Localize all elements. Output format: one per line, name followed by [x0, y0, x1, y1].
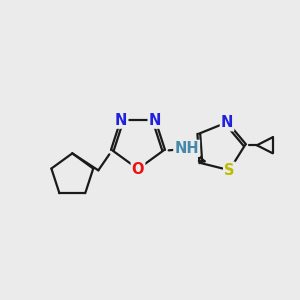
Text: N: N	[115, 113, 127, 128]
Text: O: O	[132, 161, 144, 176]
Text: S: S	[224, 163, 235, 178]
Text: N: N	[221, 115, 233, 130]
Text: NH: NH	[174, 141, 199, 156]
Text: N: N	[149, 113, 161, 128]
